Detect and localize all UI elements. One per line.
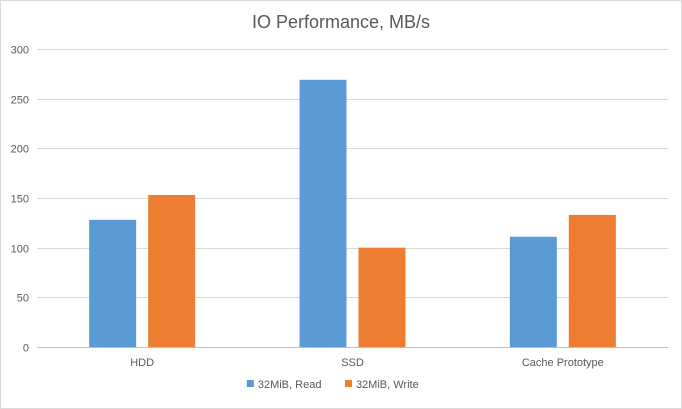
bar-hdd-series-1 bbox=[148, 195, 196, 347]
x-tick-label: Cache Prototype bbox=[522, 357, 604, 369]
legend-item: 32MiB, Write bbox=[344, 379, 419, 391]
y-tick-label: 50 bbox=[17, 293, 29, 305]
bars bbox=[89, 79, 616, 347]
y-axis-ticks: 0 50 100 150 200 250 300 bbox=[11, 45, 29, 355]
legend-swatch bbox=[344, 380, 352, 387]
y-tick-label: 250 bbox=[11, 95, 29, 107]
x-tick-label: SSD bbox=[341, 357, 364, 369]
chart-title: IO Performance, MB/s bbox=[252, 12, 430, 32]
legend-swatch bbox=[246, 380, 254, 387]
legend-item: 32MiB, Read bbox=[246, 379, 322, 391]
bar-ssd-series-0 bbox=[299, 79, 347, 347]
y-tick-label: 300 bbox=[11, 45, 29, 57]
bar-cache-prototype-series-0 bbox=[509, 236, 557, 347]
bar-ssd-series-1 bbox=[358, 247, 406, 347]
legend-label: 32MiB, Read bbox=[258, 379, 322, 391]
legend-label: 32MiB, Write bbox=[356, 379, 419, 391]
bar-hdd-series-0 bbox=[89, 219, 137, 347]
gridlines bbox=[37, 49, 668, 348]
y-tick-label: 100 bbox=[11, 244, 29, 256]
legend: 32MiB, Read 32MiB, Write bbox=[246, 379, 419, 391]
y-tick-label: 150 bbox=[11, 194, 29, 206]
bar-cache-prototype-series-1 bbox=[568, 214, 616, 347]
y-tick-label: 200 bbox=[11, 144, 29, 156]
x-tick-label: HDD bbox=[130, 357, 154, 369]
x-axis-ticks: HDD SSD Cache Prototype bbox=[130, 357, 604, 369]
y-tick-label: 0 bbox=[23, 343, 29, 355]
